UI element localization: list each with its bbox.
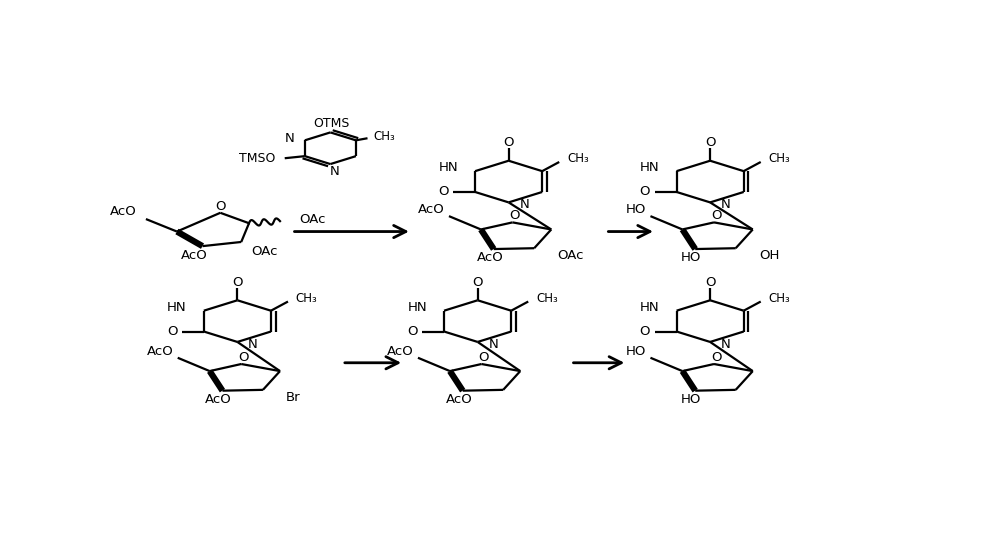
Text: O: O <box>238 351 249 364</box>
Text: CH₃: CH₃ <box>768 152 790 165</box>
Text: O: O <box>711 209 722 222</box>
Text: N: N <box>488 338 498 351</box>
Text: O: O <box>167 325 177 338</box>
Text: AcO: AcO <box>205 393 232 406</box>
Text: OAc: OAc <box>251 245 278 258</box>
Text: HN: HN <box>167 301 187 314</box>
Text: CH₃: CH₃ <box>768 292 790 305</box>
Text: O: O <box>472 276 483 289</box>
Text: OAc: OAc <box>299 213 326 226</box>
Text: CH₃: CH₃ <box>567 152 589 165</box>
Text: HN: HN <box>640 301 660 314</box>
Text: CH₃: CH₃ <box>373 130 395 143</box>
Text: CH₃: CH₃ <box>536 292 558 305</box>
Text: AcO: AcO <box>181 249 208 262</box>
Text: AcO: AcO <box>445 393 472 406</box>
Text: TMSO: TMSO <box>239 151 275 164</box>
Text: OH: OH <box>759 249 779 262</box>
Text: O: O <box>503 136 514 149</box>
Text: OAc: OAc <box>557 249 584 262</box>
Text: AcO: AcO <box>418 203 445 216</box>
Text: HO: HO <box>626 345 647 358</box>
Text: O: O <box>438 186 449 199</box>
Text: O: O <box>640 186 650 199</box>
Text: AcO: AcO <box>147 345 174 358</box>
Text: N: N <box>721 338 731 351</box>
Text: N: N <box>519 198 529 211</box>
Text: OTMS: OTMS <box>314 117 350 130</box>
Text: HN: HN <box>640 161 660 174</box>
Text: HN: HN <box>407 301 427 314</box>
Text: N: N <box>284 132 294 145</box>
Text: AcO: AcO <box>387 345 414 358</box>
Text: O: O <box>705 276 715 289</box>
Text: O: O <box>232 276 243 289</box>
Text: Br: Br <box>286 391 301 404</box>
Text: HO: HO <box>681 251 702 264</box>
Text: O: O <box>407 325 418 338</box>
Text: O: O <box>510 209 520 222</box>
Text: N: N <box>721 198 731 211</box>
Text: N: N <box>248 338 258 351</box>
Text: O: O <box>640 325 650 338</box>
Text: O: O <box>479 351 489 364</box>
Text: N: N <box>329 165 339 178</box>
Text: AcO: AcO <box>476 251 503 264</box>
Text: AcO: AcO <box>110 205 137 218</box>
Text: O: O <box>711 351 722 364</box>
Text: CH₃: CH₃ <box>296 292 317 305</box>
Text: O: O <box>705 136 715 149</box>
Text: HO: HO <box>681 393 702 406</box>
Text: HN: HN <box>438 161 458 174</box>
Text: O: O <box>215 200 226 213</box>
Text: HO: HO <box>626 203 647 216</box>
